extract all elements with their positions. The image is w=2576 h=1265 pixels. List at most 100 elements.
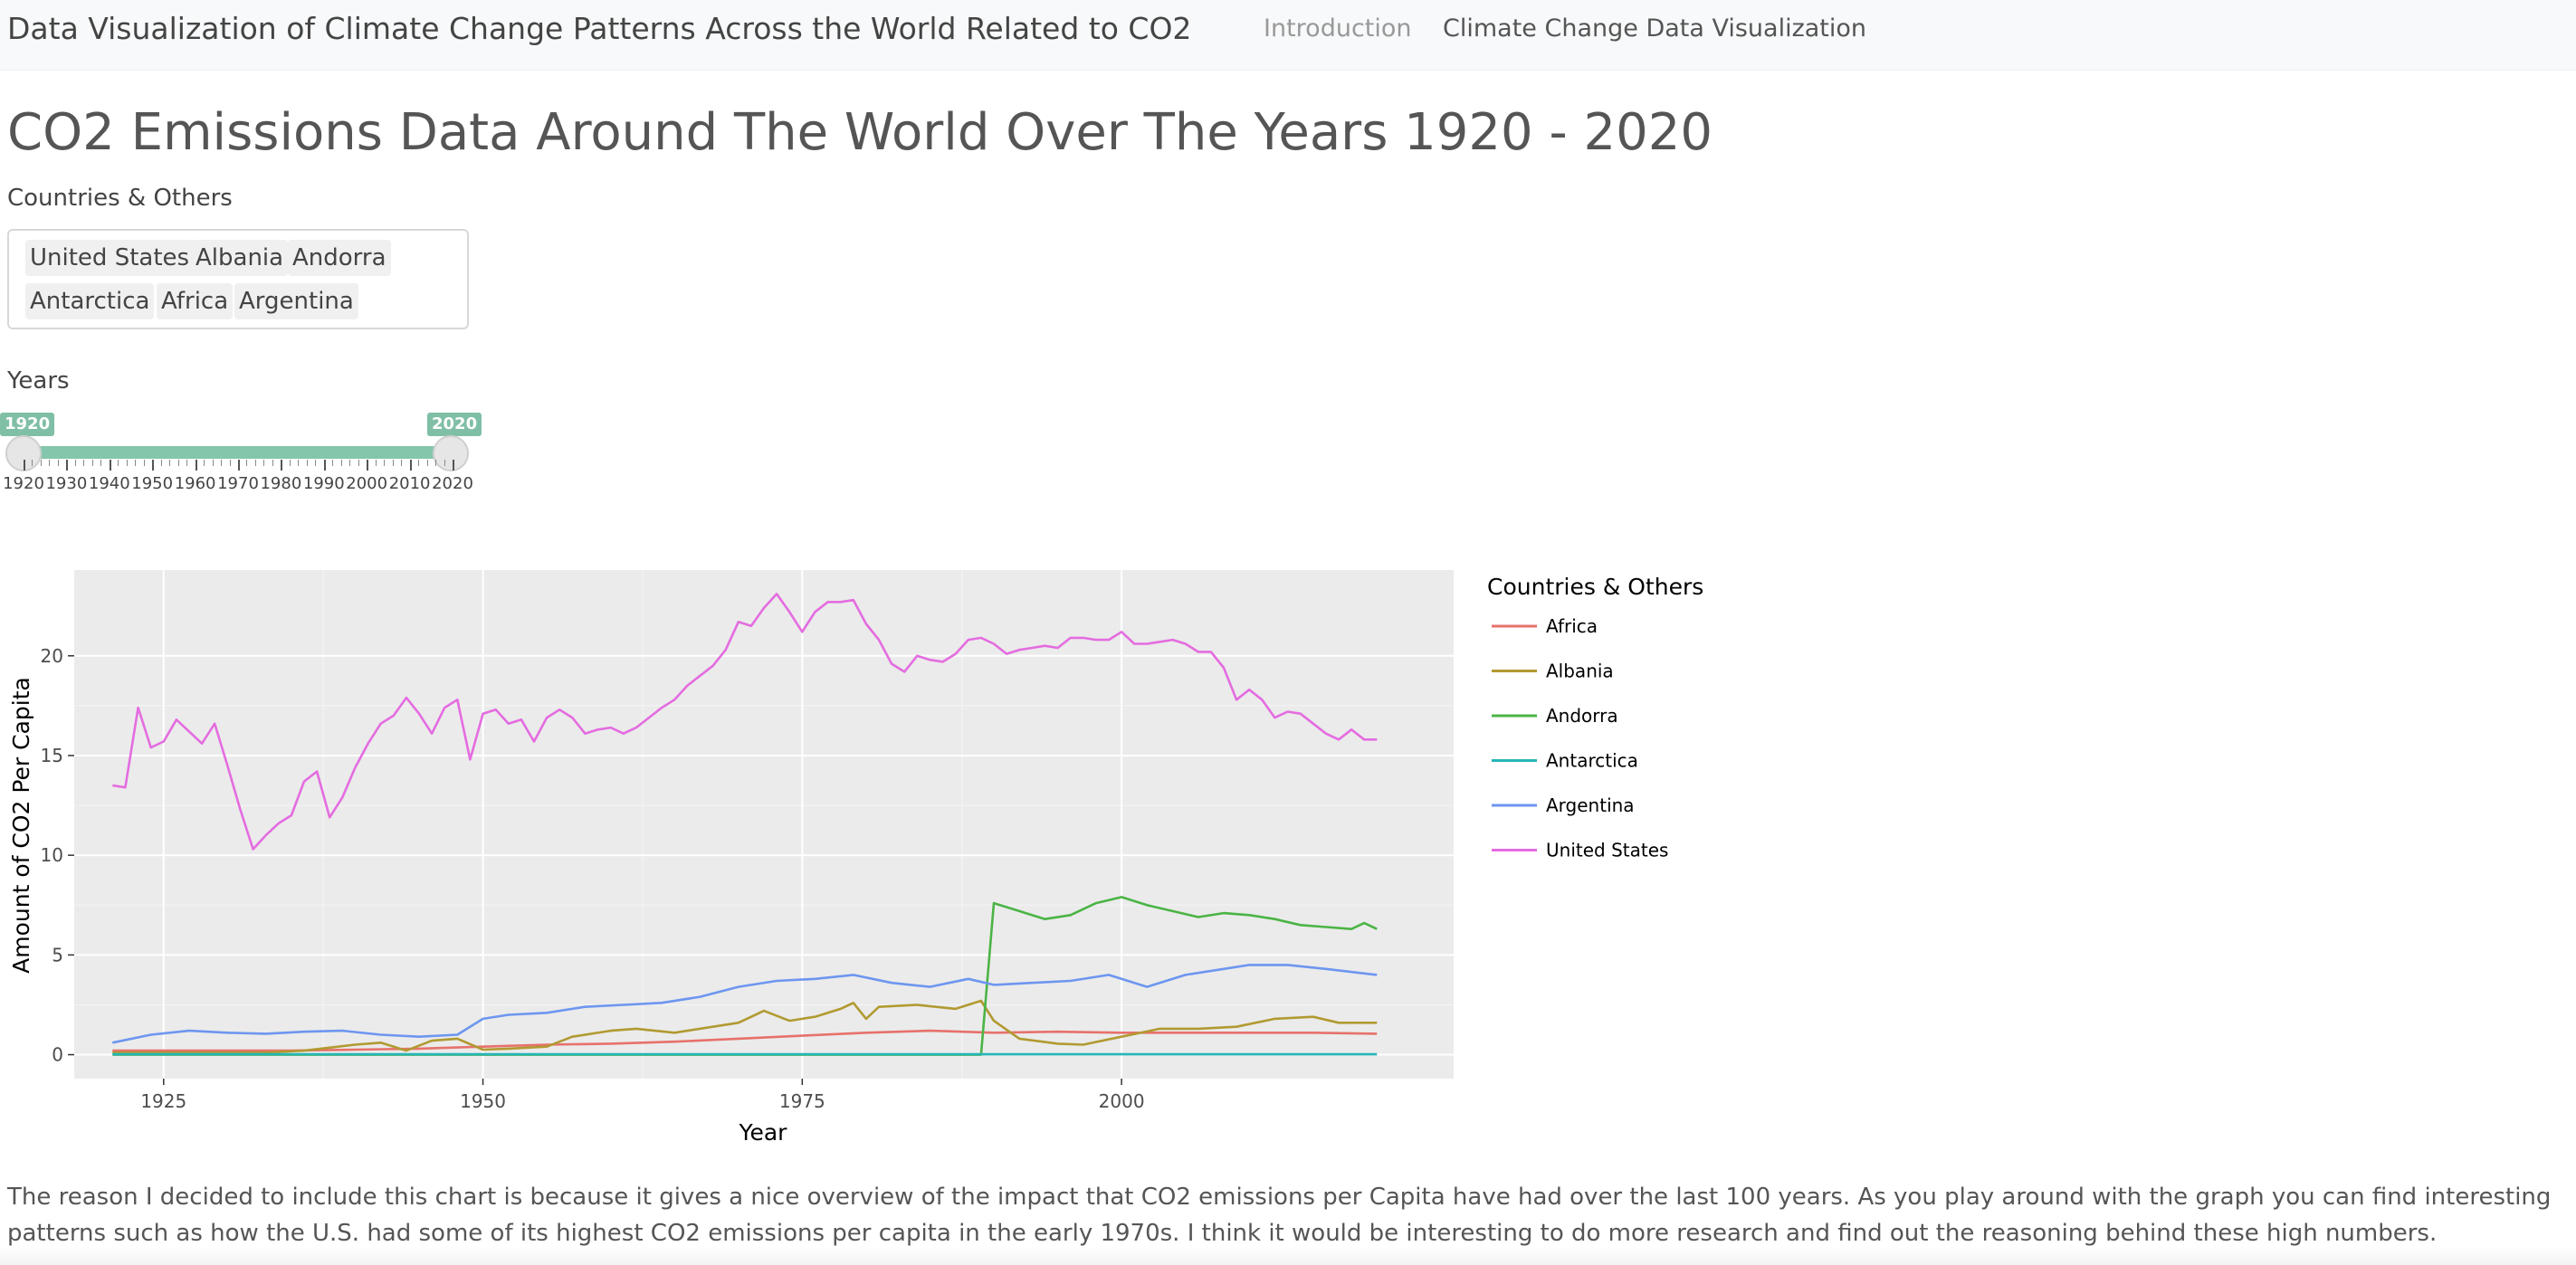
y-axis-title: Amount of CO2 Per Capita	[8, 677, 34, 974]
slider-minor-tick	[212, 460, 214, 466]
slider-track[interactable]	[24, 446, 453, 459]
slider-minor-tick	[349, 460, 351, 466]
slider-major-tick	[367, 460, 369, 471]
legend-label-africa: Africa	[1546, 615, 1598, 637]
countries-label: Countries & Others	[7, 185, 233, 212]
x-tick-label: 1975	[779, 1090, 825, 1112]
slider-minor-tick	[375, 460, 377, 466]
slider-minor-tick	[229, 460, 231, 466]
y-tick-label: 5	[52, 944, 63, 965]
slider-minor-tick	[306, 460, 308, 466]
slider-tick-label: 2020	[432, 474, 473, 493]
slider-ticks: 1920 1930 1940 1950 1960 1970 1980 1990 2000 2010…	[0, 460, 489, 496]
slider-minor-tick	[426, 460, 428, 466]
slider-minor-tick	[401, 460, 403, 466]
slider-minor-tick	[177, 460, 179, 466]
slider-tick-label: 1940	[88, 474, 130, 493]
nav-link-climate-visualization[interactable]: Climate Change Data Visualization	[1443, 14, 1867, 43]
slider-minor-tick	[332, 460, 334, 466]
slider-minor-tick	[272, 460, 273, 466]
slider-minor-tick	[91, 460, 93, 466]
chip-argentina[interactable]: Argentina	[234, 283, 358, 319]
chip-africa[interactable]: Africa	[157, 283, 234, 319]
slider-handle-to[interactable]	[433, 435, 469, 471]
slider-from-badge: 1920	[0, 413, 55, 436]
slider-tick-label: 1980	[260, 474, 302, 493]
slider-major-tick	[409, 460, 412, 471]
slider-minor-tick	[263, 460, 265, 466]
slider-minor-tick	[83, 460, 85, 466]
navbar-brand[interactable]: Data Visualization of Climate Change Pat…	[7, 11, 1192, 46]
slider-major-tick	[238, 460, 240, 471]
slider-minor-tick	[32, 460, 33, 466]
x-tick-label: 1925	[140, 1090, 186, 1112]
slider-minor-tick	[49, 460, 51, 466]
chip-united-states[interactable]: United States	[25, 240, 195, 276]
slider-to-badge: 2020	[427, 413, 482, 436]
slider-minor-tick	[254, 460, 256, 466]
slider-minor-tick	[74, 460, 76, 466]
slider-major-tick	[152, 460, 155, 471]
slider-minor-tick	[246, 460, 248, 466]
y-tick-label: 15	[41, 745, 63, 766]
countries-multiselect[interactable]: United States Albania Andorra Antarctica…	[7, 229, 469, 329]
slider-minor-tick	[143, 460, 145, 466]
slider-major-tick	[323, 460, 326, 471]
series-line-albania	[112, 999, 1378, 1054]
page-title: CO2 Emissions Data Around The World Over…	[7, 103, 1713, 162]
slider-major-tick	[453, 460, 454, 471]
slider-major-tick	[281, 460, 283, 471]
slider-tick-label: 2000	[346, 474, 388, 493]
y-tick-label: 0	[52, 1044, 63, 1066]
slider-tick-label: 1930	[45, 474, 88, 493]
slider-minor-tick	[118, 460, 119, 466]
slider-minor-tick	[444, 460, 445, 466]
x-axis-title: Year	[739, 1119, 788, 1146]
slider-minor-tick	[384, 460, 386, 466]
slider-major-tick	[66, 460, 69, 471]
chart-legend[interactable]: Africa Albania Andorra Antarctica Argentina U…	[1492, 615, 1668, 861]
slider-minor-tick	[392, 460, 394, 466]
slider-minor-tick	[315, 460, 317, 466]
slider-major-tick	[24, 460, 25, 471]
slider-tick-label: 2010	[388, 474, 431, 493]
slider-minor-tick	[169, 460, 171, 466]
slider-minor-tick	[160, 460, 162, 466]
plot-panel	[74, 570, 1454, 1079]
chip-andorra[interactable]: Andorra	[288, 240, 391, 276]
slider-tick-label: 1960	[174, 474, 216, 493]
slider-minor-tick	[435, 460, 437, 466]
legend-label-andorra: Andorra	[1546, 705, 1618, 727]
legend-label-albania: Albania	[1546, 661, 1614, 682]
slider-tick-label: 1970	[217, 474, 259, 493]
slider-tick-label: 1990	[302, 474, 345, 493]
legend-title: Countries & Others	[1487, 574, 1703, 600]
chip-albania[interactable]: Albania	[191, 240, 289, 276]
slider-minor-tick	[358, 460, 359, 466]
slider-minor-tick	[340, 460, 342, 466]
slider-minor-tick	[40, 460, 42, 466]
slider-tick-label: 1920	[3, 474, 44, 493]
slider-minor-tick	[298, 460, 300, 466]
series-line-united-states	[112, 593, 1378, 851]
nav-link-introduction[interactable]: Introduction	[1264, 14, 1412, 43]
years-label: Years	[7, 367, 70, 395]
slider-minor-tick	[100, 460, 102, 466]
slider-minor-tick	[57, 460, 59, 466]
x-tick-label: 2000	[1099, 1090, 1145, 1112]
chip-antarctica[interactable]: Antarctica	[25, 283, 155, 319]
slider-major-tick	[195, 460, 197, 471]
slider-tick-label: 1950	[131, 474, 174, 493]
slider-minor-tick	[135, 460, 137, 466]
legend-label-united-states: United States	[1546, 840, 1668, 861]
years-range-slider[interactable]: 1920 2020 1920 1930 1940 1950 1960 1970 1980 19…	[0, 407, 489, 507]
y-tick-label: 20	[41, 645, 63, 667]
legend-label-antarctica: Antarctica	[1546, 750, 1638, 772]
slider-major-tick	[109, 460, 111, 471]
series-line-argentina	[112, 964, 1378, 1044]
slider-minor-tick	[126, 460, 128, 466]
y-tick-label: 10	[41, 844, 63, 866]
description-paragraph: The reason I decided to include this cha…	[7, 1184, 2552, 1247]
slider-minor-tick	[289, 460, 291, 466]
navbar: Data Visualization of Climate Change Pat…	[0, 0, 2576, 71]
